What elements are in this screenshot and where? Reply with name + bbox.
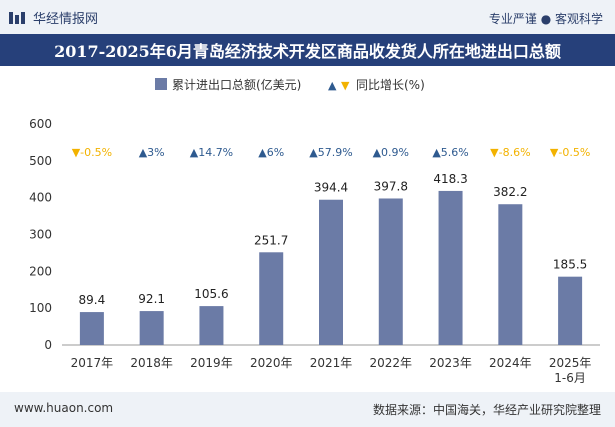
y-tick-label: 400 xyxy=(29,191,52,205)
brand-name: 华经情报网 xyxy=(33,12,99,27)
y-tick-label: 0 xyxy=(44,338,52,352)
legend-bar-swatch xyxy=(155,78,167,90)
tagline: 专业严谨 ● 客观科学 xyxy=(488,12,603,26)
x-tick-label: 2020年 xyxy=(250,356,293,370)
title-bar: 2017-2025年6月青岛经济技术开发区商品收发货人所在地进出口总额 xyxy=(0,34,615,66)
bar xyxy=(199,306,224,345)
x-tick-label: 2024年 xyxy=(489,356,532,370)
bar-value-label: 92.1 xyxy=(138,292,165,306)
top-bar: 华经情报网 专业严谨 ● 客观科学 xyxy=(0,0,615,34)
y-tick-label: 600 xyxy=(29,117,52,131)
x-tick-label: 2018年 xyxy=(130,356,173,370)
legend-up-icon: ▲ xyxy=(328,79,337,92)
chart-title: 2017-2025年6月青岛经济技术开发区商品收发货人所在地进出口总额 xyxy=(54,42,561,61)
bar xyxy=(139,311,164,345)
growth-labels: ▼-0.5% ▲3% ▲14.7% ▲6% ▲57.9% ▲0.9% ▲5.6% ▼-8.6%… xyxy=(72,146,591,159)
growth-label: ▼-0.5% xyxy=(72,146,112,159)
bar-value-label: 382.2 xyxy=(493,185,527,199)
bar-value-label: 418.3 xyxy=(433,172,467,186)
bar-value-label: 105.6 xyxy=(194,287,228,301)
data-source: 数据来源：中国海关，华经产业研究院整理 xyxy=(372,403,601,417)
growth-label: ▲6% xyxy=(258,146,284,159)
brand-logo-icon xyxy=(9,11,25,24)
site-url: www.huaon.com xyxy=(14,401,114,415)
bar-value-label: 394.4 xyxy=(314,181,348,195)
growth-label: ▼-8.6% xyxy=(490,146,530,159)
bar xyxy=(319,199,343,345)
y-tick-label: 500 xyxy=(29,154,52,168)
chart: 累计进出口总额(亿美元) ▲ ▼ 同比增长(%) 0 100 200 300 400 50… xyxy=(29,77,600,385)
x-tick-label: 2023年 xyxy=(429,356,472,370)
bar-value-label: 185.5 xyxy=(553,258,587,272)
bar xyxy=(498,204,523,345)
x-tick-label: 2019年 xyxy=(190,356,233,370)
growth-label: ▲5.6% xyxy=(432,146,468,159)
x-tick-label: 2025年 xyxy=(549,356,592,370)
x-tick-label: 2022年 xyxy=(370,356,413,370)
legend: 累计进出口总额(亿美元) ▲ ▼ 同比增长(%) xyxy=(155,77,425,92)
bar-value-label: 89.4 xyxy=(79,293,106,307)
growth-label: ▲57.9% xyxy=(309,146,352,159)
y-tick-label: 300 xyxy=(29,228,52,242)
footer: www.huaon.com 数据来源：中国海关，华经产业研究院整理 xyxy=(0,392,615,427)
growth-label: ▲14.7% xyxy=(190,146,233,159)
y-tick-label: 200 xyxy=(29,264,52,278)
legend-down-icon: ▼ xyxy=(341,79,350,92)
x-tick-label: 1-6月 xyxy=(554,371,586,385)
legend-bar-label: 累计进出口总额(亿美元) xyxy=(172,77,301,92)
bar xyxy=(438,190,463,345)
x-axis-labels: 2017年 2018年 2019年 2020年 2021年 2022年 2023年 2024年… xyxy=(71,356,592,385)
growth-label: ▼-0.5% xyxy=(550,146,590,159)
x-tick-label: 2017年 xyxy=(71,356,114,370)
bar xyxy=(259,252,284,345)
bars xyxy=(79,190,583,345)
brand: 华经情报网 xyxy=(8,8,98,27)
value-labels: 89.4 92.1 105.6 251.7 394.4 397.8 418.3 382.2 18… xyxy=(79,172,588,307)
growth-label: ▲3% xyxy=(139,146,165,159)
y-tick-label: 100 xyxy=(29,301,52,315)
bar-value-label: 251.7 xyxy=(254,233,288,247)
legend-growth-label: 同比增长(%) xyxy=(356,78,425,92)
bar xyxy=(558,276,583,345)
bar xyxy=(378,198,403,345)
bar-value-label: 397.8 xyxy=(374,179,408,193)
x-tick-label: 2021年 xyxy=(310,356,353,370)
bar xyxy=(79,312,104,345)
growth-label: ▲0.9% xyxy=(373,146,409,159)
